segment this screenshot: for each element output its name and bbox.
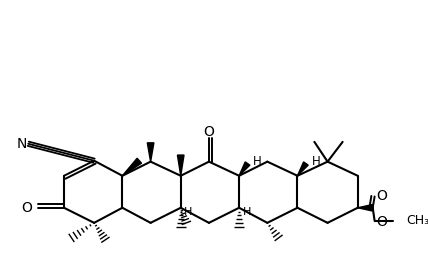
- Polygon shape: [358, 204, 373, 211]
- Polygon shape: [147, 143, 154, 162]
- Polygon shape: [178, 155, 184, 176]
- Text: CH₃: CH₃: [407, 214, 428, 227]
- Text: O: O: [377, 215, 388, 229]
- Text: H: H: [253, 155, 262, 168]
- Text: O: O: [204, 125, 214, 139]
- Text: H: H: [312, 155, 320, 168]
- Polygon shape: [122, 158, 142, 176]
- Polygon shape: [297, 162, 308, 176]
- Text: O: O: [21, 201, 32, 215]
- Text: H: H: [242, 207, 251, 218]
- Text: N: N: [16, 137, 27, 151]
- Polygon shape: [239, 162, 250, 176]
- Text: O: O: [377, 188, 388, 202]
- Text: H: H: [184, 207, 193, 218]
